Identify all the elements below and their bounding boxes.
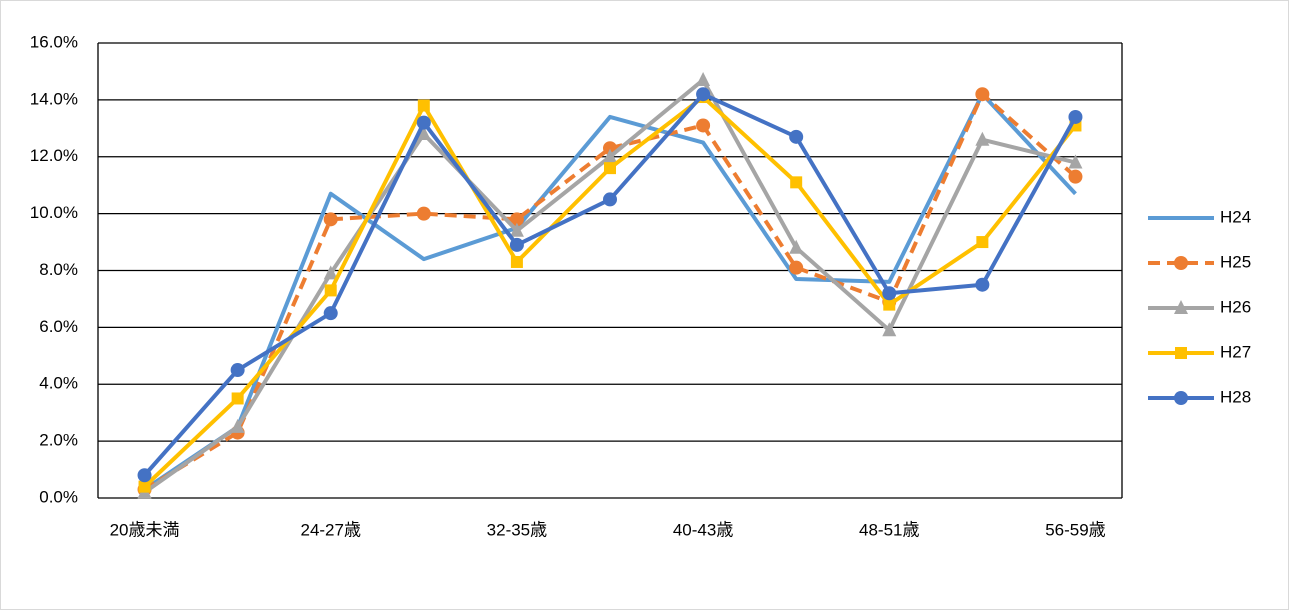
point-marker xyxy=(417,99,430,112)
point-marker xyxy=(882,286,897,301)
y-tick-label: 2.0% xyxy=(39,431,78,450)
point-marker xyxy=(789,260,804,275)
legend-marker xyxy=(1174,300,1188,314)
legend-label: H28 xyxy=(1220,387,1251,406)
point-marker xyxy=(230,363,245,378)
legend-marker xyxy=(1174,256,1188,270)
series-line xyxy=(143,92,1077,492)
legend-label: H25 xyxy=(1220,252,1251,271)
x-tick-label: 24-27歳 xyxy=(300,520,360,539)
point-marker xyxy=(509,212,524,227)
point-marker xyxy=(975,131,990,146)
point-marker xyxy=(604,162,616,175)
point-marker xyxy=(324,284,337,297)
y-tick-label: 10.0% xyxy=(30,203,78,222)
point-marker xyxy=(696,71,711,86)
legend-label: H27 xyxy=(1220,342,1251,361)
point-marker xyxy=(137,468,152,483)
point-marker xyxy=(323,212,338,227)
point-marker xyxy=(696,118,711,133)
point-marker xyxy=(603,192,617,207)
point-marker xyxy=(789,239,804,254)
point-marker xyxy=(138,480,151,493)
y-tick-label: 8.0% xyxy=(39,260,78,279)
y-tick-label: 12.0% xyxy=(30,146,78,165)
point-marker xyxy=(323,306,338,321)
x-tick-label: 40-43歳 xyxy=(673,520,733,539)
y-tick-label: 4.0% xyxy=(39,374,78,393)
point-marker xyxy=(789,129,804,144)
point-marker xyxy=(416,206,431,221)
point-marker xyxy=(416,115,431,130)
point-marker xyxy=(509,222,524,237)
point-marker xyxy=(975,277,990,292)
point-marker xyxy=(883,298,896,311)
y-tick-label: 0.0% xyxy=(39,487,78,506)
point-marker xyxy=(976,236,989,249)
y-tick-label: 6.0% xyxy=(39,317,78,336)
point-marker xyxy=(509,237,524,252)
point-marker xyxy=(1068,169,1083,184)
point-marker xyxy=(1068,154,1083,169)
legend-marker xyxy=(1174,391,1188,405)
point-marker xyxy=(231,392,244,405)
legend-label: H24 xyxy=(1220,207,1251,226)
x-tick-label: 48-51歳 xyxy=(859,520,919,539)
point-marker xyxy=(510,255,523,268)
series-line xyxy=(143,92,1077,492)
point-marker xyxy=(790,176,803,189)
x-tick-label: 56-59歳 xyxy=(1045,520,1105,539)
y-tick-label: 16.0% xyxy=(30,32,78,51)
point-marker xyxy=(603,148,617,163)
point-marker xyxy=(696,87,711,102)
y-tick-label: 14.0% xyxy=(30,89,78,108)
legend-marker xyxy=(1175,347,1187,359)
point-marker xyxy=(882,322,897,337)
point-marker xyxy=(416,126,431,140)
point-marker xyxy=(230,418,245,433)
x-tick-label: 20歳未満 xyxy=(110,520,180,539)
legend-label: H26 xyxy=(1220,297,1251,316)
point-marker xyxy=(323,265,338,280)
x-tick-label: 32-35歳 xyxy=(487,520,547,539)
point-marker xyxy=(975,87,990,102)
point-marker xyxy=(1068,109,1083,124)
